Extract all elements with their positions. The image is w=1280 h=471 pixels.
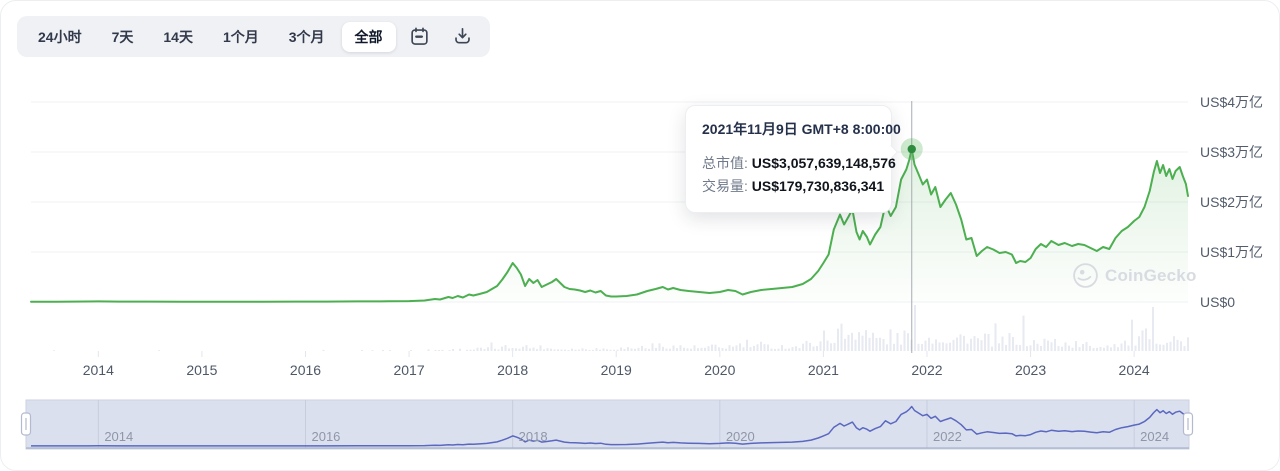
range-1m-button[interactable]: 1个月 bbox=[210, 22, 272, 52]
market-cap-area bbox=[31, 149, 1188, 302]
tooltip-volume-row: 交易量: US$179,730,836,341 bbox=[702, 175, 884, 198]
navigator-selected-range[interactable] bbox=[25, 399, 1190, 450]
range-24h-button[interactable]: 24小时 bbox=[25, 22, 95, 52]
download-icon bbox=[454, 27, 470, 44]
navigator-left-handle[interactable] bbox=[20, 412, 32, 436]
range-toolbar: 24小时 7天 14天 1个月 3个月 全部 bbox=[17, 16, 490, 57]
tooltip-date: 2021年11月9日 GMT+8 8:00:00 bbox=[702, 121, 901, 137]
download-button[interactable] bbox=[443, 21, 482, 52]
range-7d-button[interactable]: 7天 bbox=[99, 22, 147, 52]
volume-bars bbox=[53, 305, 1189, 351]
tooltip-market-cap-label: 总市值: bbox=[702, 155, 748, 171]
navigator-line bbox=[31, 405, 1189, 447]
tooltip-market-cap-row: 总市值: US$3,057,639,148,576 bbox=[702, 152, 896, 175]
range-14d-button[interactable]: 14天 bbox=[150, 22, 206, 52]
chart-tooltip: 2021年11月9日 GMT+8 8:00:00 总市值: US$3,057,6… bbox=[685, 105, 901, 213]
navigator-right-handle[interactable] bbox=[1182, 412, 1194, 436]
calendar-button[interactable] bbox=[400, 21, 439, 52]
tooltip-market-cap-value: US$3,057,639,148,576 bbox=[751, 155, 896, 171]
tooltip-volume-label: 交易量: bbox=[702, 178, 748, 194]
tooltip-volume-value: US$179,730,836,341 bbox=[751, 178, 885, 194]
market-cap-line bbox=[30, 148, 1189, 303]
highlighted-point bbox=[907, 144, 916, 154]
range-all-button[interactable]: 全部 bbox=[341, 21, 396, 52]
calendar-icon bbox=[410, 27, 428, 45]
range-3m-button[interactable]: 3个月 bbox=[276, 22, 338, 52]
